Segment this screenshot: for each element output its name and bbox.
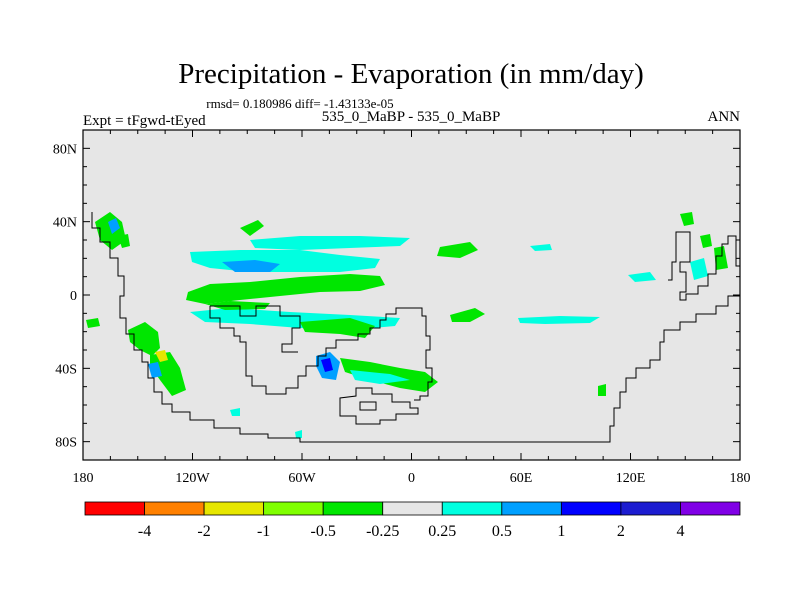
lon-tick-label: 120E: [616, 471, 646, 486]
contour-region: [222, 260, 280, 272]
coastline: [339, 387, 419, 425]
contour-fills: [86, 212, 728, 438]
contour-region: [250, 236, 410, 250]
contour-region: [350, 370, 410, 384]
coastline: [359, 401, 377, 411]
colorbar: -4 -2 -1 -0.5 -0.25 0.25 0.5 1 2 4: [84, 501, 741, 540]
colorbar-swatch: [203, 501, 265, 516]
lat-tick-label: 40N: [53, 216, 77, 231]
contour-region: [108, 218, 120, 234]
colorbar-label: 0.5: [492, 523, 512, 540]
lon-axis: 180 120W 60W 0 60E 120E 180: [73, 471, 751, 486]
lon-tick-label: 180: [73, 471, 94, 486]
contour-region: [530, 244, 552, 251]
contour-region: [95, 212, 126, 250]
coastlines: [91, 212, 741, 443]
colorbar-swatch: [382, 501, 443, 516]
colorbar-swatch: [144, 501, 205, 516]
lat-tick-label: 80N: [53, 142, 77, 157]
lat-tick-label: 40S: [55, 362, 77, 377]
coastline: [91, 212, 741, 443]
lon-tick-label: 180: [730, 471, 751, 486]
contour-region: [295, 430, 302, 438]
contour-region: [628, 272, 656, 282]
colorbar-swatch: [441, 501, 503, 516]
lon-tick-label: 0: [408, 471, 415, 486]
colorbar-swatch: [322, 501, 384, 516]
colorbar-swatch: [560, 501, 622, 516]
colorbar-label: -4: [138, 523, 151, 540]
contour-region: [714, 246, 728, 270]
lon-tick-label: 60E: [510, 471, 533, 486]
contour-region: [155, 350, 168, 362]
colorbar-label: 1: [557, 523, 565, 540]
map-background: [83, 130, 740, 460]
colorbar-label: -0.5: [311, 523, 336, 540]
contour-region: [700, 234, 712, 248]
colorbar-swatch: [501, 501, 562, 516]
figure-title: Precipitation - Evaporation (in mm/day): [178, 58, 644, 90]
coastline: [209, 306, 433, 401]
contour-region: [148, 362, 162, 378]
contour-region: [450, 308, 485, 322]
colorbar-label: 2: [617, 523, 625, 540]
colorbar-swatch: [263, 501, 324, 516]
axis-ticks: [82, 129, 741, 461]
colorbar-swatch: [680, 501, 741, 516]
lat-tick-label: 0: [70, 289, 77, 304]
contour-region: [128, 322, 160, 356]
contour-region: [150, 352, 186, 396]
colorbar-label: -0.25: [366, 523, 399, 540]
contour-region: [230, 408, 240, 416]
coastline: [210, 305, 301, 353]
season-label: ANN: [708, 109, 741, 125]
contour-region: [300, 318, 375, 338]
contour-region: [240, 220, 264, 236]
contour-region: [680, 212, 694, 226]
contour-region: [86, 318, 100, 328]
contour-region: [598, 384, 606, 396]
colorbar-swatch: [84, 501, 145, 516]
colorbar-label: -2: [197, 523, 210, 540]
contour-region: [118, 234, 130, 248]
lat-tick-label: 80S: [55, 436, 77, 451]
colorbar-label: 4: [676, 523, 684, 540]
lat-axis: 80N 40N 0 40S 80S: [53, 142, 77, 450]
contour-region: [437, 242, 478, 258]
case-label: 535_0_MaBP - 535_0_MaBP: [322, 109, 501, 125]
contour-region: [518, 316, 600, 324]
colorbar-label: -1: [257, 523, 270, 540]
stats-label: rmsd= 0.180986 diff= -1.43133e-05: [206, 96, 393, 111]
expt-label: Expt = tFgwd-tEyed: [83, 113, 206, 129]
contour-region: [321, 358, 333, 372]
lon-tick-label: 120W: [175, 471, 210, 486]
lon-tick-label: 60W: [288, 471, 316, 486]
map-panel: 80N 40N 0 40S 80S 180 120W 60W 0 60E 120E 180: [53, 129, 751, 486]
contour-region: [186, 274, 385, 304]
colorbar-swatch: [620, 501, 681, 516]
contour-region: [690, 258, 708, 280]
colorbar-label: 0.25: [428, 523, 456, 540]
